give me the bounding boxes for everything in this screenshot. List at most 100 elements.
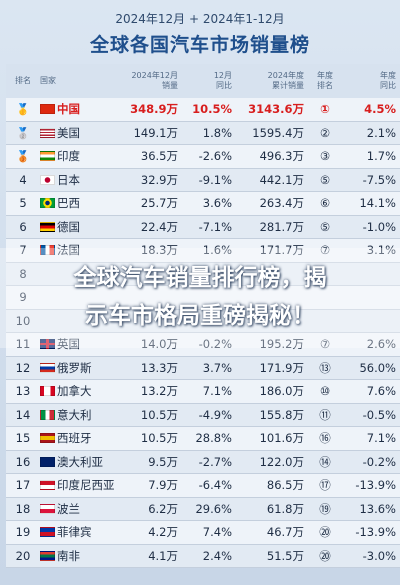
dec-sales-cell (114, 262, 182, 286)
rank-text: 13 (15, 384, 31, 399)
full-year-cell: 195.2万 (236, 332, 308, 357)
full-year-cell: 51.5万 (236, 544, 308, 568)
year-yoy-cell (342, 309, 400, 333)
country-cell (40, 285, 114, 310)
rank-text: 7 (19, 243, 27, 258)
table-row: 7 法国 18.3万 1.6% 171.7万 ⑦ 3.1% (6, 238, 400, 263)
full-year-cell: 442.1万 (236, 168, 308, 192)
full-year-text: 3143.6万 (248, 102, 304, 117)
year-rank-badge: ⑲ (319, 501, 331, 516)
dec-change-cell: -2.6% (182, 144, 236, 169)
year-rank-cell (308, 285, 342, 310)
year-yoy-cell: -13.9% (342, 473, 400, 498)
medal-icon: 🥈 (16, 126, 30, 140)
dec-change-cell: -7.1% (182, 215, 236, 239)
year-yoy-cell: -0.5% (342, 403, 400, 427)
rank-text: 15 (15, 431, 31, 446)
dec-sales-text: 32.9万 (140, 172, 178, 187)
rank-cell: 7 (6, 238, 40, 263)
full-year-text: 496.3万 (259, 149, 304, 164)
dec-sales-text: 25.7万 (140, 196, 178, 211)
full-year-cell: 61.8万 (236, 497, 308, 521)
year-yoy-cell: 14.1% (342, 191, 400, 216)
rank-cell: 6 (6, 215, 40, 239)
table-row: 4 日本 32.9万 -9.1% 442.1万 ⑤ -7.5% (6, 168, 400, 192)
year-yoy-text: 7.1% (366, 431, 396, 446)
full-year-cell (236, 262, 308, 286)
fr-flag-icon (40, 245, 55, 256)
year-yoy-text: -0.5% (362, 407, 396, 422)
year-yoy-cell: 2.1% (342, 121, 400, 145)
year-yoy-text: 3.1% (366, 243, 396, 258)
country-cell: 印度尼西亚 (40, 473, 114, 498)
rank-cell: 9 (6, 285, 40, 310)
rank-cell: 🥇 (6, 98, 40, 122)
rank-cell: 13 (6, 379, 40, 404)
country-text: 加拿大 (57, 384, 92, 399)
country-text: 巴西 (57, 196, 80, 211)
full-year-cell: 171.9万 (236, 356, 308, 380)
year-yoy-text: 7.6% (366, 384, 396, 399)
dec-change-cell: -9.1% (182, 168, 236, 192)
table-row: 16 澳大利亚 9.5万 -2.7% 122.0万 ⑭ -0.2% (6, 450, 400, 474)
dec-sales-text: 13.2万 (140, 384, 178, 399)
year-yoy-text: -3.0% (362, 548, 396, 563)
country-cell: 印度 (40, 144, 114, 169)
de-flag-icon (40, 221, 55, 232)
dec-change-cell: 3.7% (182, 356, 236, 380)
dec-sales-cell: 36.5万 (114, 144, 182, 169)
year-rank-cell: ⑤ (308, 215, 342, 239)
year-yoy-cell: -13.9% (342, 520, 400, 545)
dec-change-cell: 7.4% (182, 520, 236, 545)
year-yoy-cell: -3.0% (342, 544, 400, 568)
rank-cell: 19 (6, 520, 40, 545)
year-rank-badge: ⑳ (319, 525, 331, 540)
full-year-cell: 281.7万 (236, 215, 308, 239)
dec-change-cell: -2.7% (182, 450, 236, 474)
col-dec-change: 12月 同比 (182, 64, 236, 98)
rank-cell: 17 (6, 473, 40, 498)
dec-change-cell: -6.4% (182, 473, 236, 498)
dec-sales-text: 149.1万 (133, 125, 178, 140)
year-yoy-text: -1.0% (362, 219, 396, 234)
year-yoy-cell: 3.1% (342, 238, 400, 263)
dec-change-cell: 1.8% (182, 121, 236, 145)
country-text: 澳大利亚 (57, 454, 103, 469)
rank-cell: 4 (6, 168, 40, 192)
rank-cell: 5 (6, 191, 40, 216)
year-rank-badge: ① (320, 102, 330, 117)
full-year-text: 46.7万 (266, 525, 304, 540)
year-rank-badge: ⑳ (319, 548, 331, 563)
full-year-text: 442.1万 (259, 172, 304, 187)
col-year-yoy: 年度 同比 (342, 64, 400, 98)
full-year-cell: 186.0万 (236, 379, 308, 404)
dec-sales-cell: 7.9万 (114, 473, 182, 498)
year-yoy-text: 14.1% (359, 196, 396, 211)
ca-flag-icon (40, 386, 55, 397)
year-yoy-cell: 7.6% (342, 379, 400, 404)
dec-change-text: -7.1% (198, 219, 232, 234)
full-year-text: 186.0万 (259, 384, 304, 399)
dec-change-text: 28.8% (195, 431, 232, 446)
rank-cell: 15 (6, 426, 40, 451)
year-yoy-cell: 4.5% (342, 98, 400, 122)
dec-sales-cell: 25.7万 (114, 191, 182, 216)
table-row: 🥈 美国 149.1万 1.8% 1595.4万 ② 2.1% (6, 121, 400, 145)
dec-change-text: -2.6% (198, 149, 232, 164)
country-text: 西班牙 (57, 431, 92, 446)
country-text: 英国 (57, 337, 80, 352)
country-cell: 加拿大 (40, 379, 114, 404)
year-rank-badge: ⑭ (319, 454, 331, 469)
rank-text: 18 (15, 501, 31, 516)
country-text: 印度 (57, 149, 80, 164)
page-subtitle: 2024年12月 + 2024年1-12月 (115, 12, 285, 26)
year-rank-badge: ⑥ (319, 196, 331, 211)
year-yoy-cell: 13.6% (342, 497, 400, 521)
rank-cell: 8 (6, 262, 40, 286)
rank-text: 5 (19, 196, 27, 211)
country-cell: 德国 (40, 215, 114, 239)
dec-sales-cell: 149.1万 (114, 121, 182, 145)
col-rank: 排名 (6, 64, 40, 98)
dec-sales-text: 4.1万 (148, 548, 178, 563)
dec-sales-cell: 9.5万 (114, 450, 182, 474)
